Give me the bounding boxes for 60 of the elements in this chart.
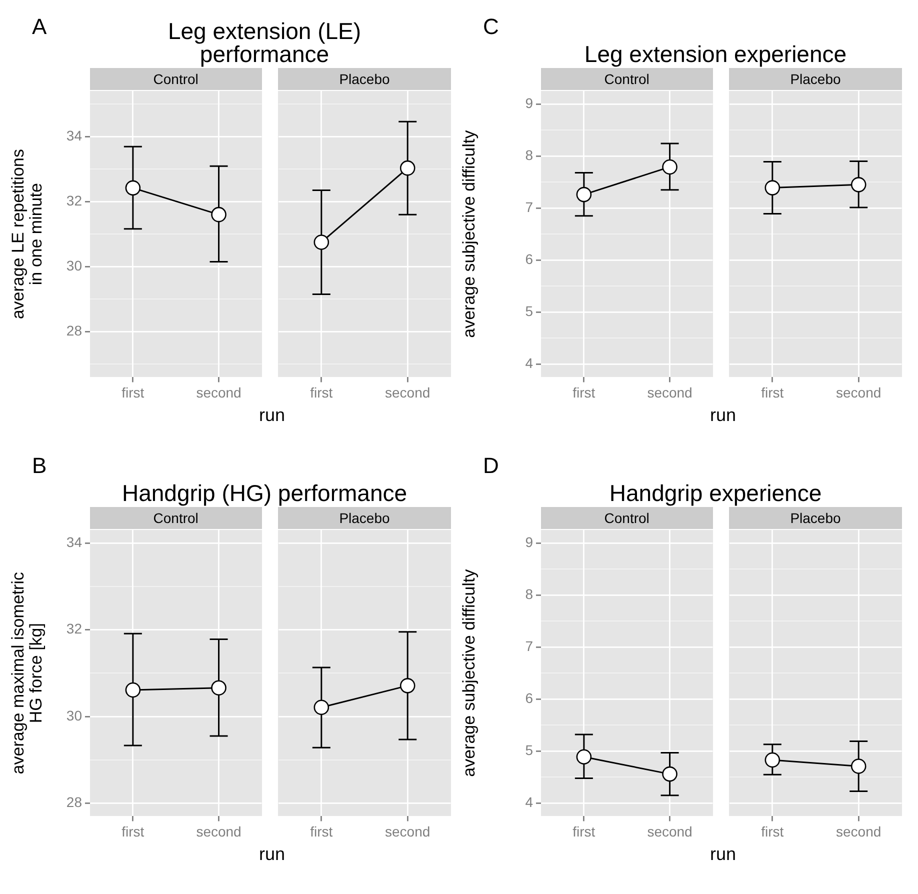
y-tick-label: 32 — [66, 620, 82, 637]
x-tick-label: second — [196, 384, 242, 400]
y-tick-label: 7 — [525, 638, 534, 654]
x-tick-label: first — [310, 384, 333, 400]
y-axis-title: average maximal isometric HG force [kg] — [8, 572, 46, 774]
y-tick-label: 28 — [66, 322, 82, 339]
y-tick-label: 6 — [525, 690, 534, 706]
chart-subtitle: Placebo — [278, 68, 451, 90]
y-tick-label: 30 — [66, 257, 82, 274]
y-tick-label: 6 — [525, 250, 534, 267]
y-tick-label: 32 — [66, 192, 82, 208]
chart-subtitle: Placebo — [729, 68, 902, 90]
x-axis-title: run — [708, 844, 737, 865]
y-tick-label: 4 — [525, 794, 534, 810]
chart-subtitle: Control — [541, 68, 713, 90]
x-tick-label: first — [310, 823, 333, 840]
x-tick-label: first — [122, 384, 144, 400]
x-axis-title: run — [708, 405, 737, 426]
x-tick-label: second — [196, 823, 242, 840]
y-tick-label: 30 — [66, 707, 82, 724]
y-tick-label: 7 — [525, 198, 534, 215]
y-tick-label: 34 — [66, 534, 82, 550]
x-tick-label: second — [836, 384, 882, 400]
x-axis-title: run — [258, 844, 286, 865]
chart-title: Leg extension experience — [583, 40, 848, 68]
y-tick-label: 34 — [66, 127, 82, 144]
x-tick-label: second — [647, 823, 692, 840]
chart-subtitle: Placebo — [278, 507, 451, 529]
x-tick-label: first — [122, 823, 144, 840]
y-tick-label: 28 — [66, 794, 82, 810]
y-tick-label: 9 — [525, 94, 534, 111]
y-tick-label: 8 — [525, 586, 534, 602]
text: B — [32, 453, 47, 479]
text: C — [483, 14, 499, 40]
chart-subtitle: Control — [90, 507, 262, 529]
chart-subtitle: Control — [90, 68, 262, 90]
y-tick-label: 9 — [525, 534, 534, 550]
chart-subtitle: Placebo — [729, 507, 902, 529]
x-tick-label: second — [385, 384, 430, 400]
y-tick-label: 8 — [525, 146, 534, 163]
x-tick-label: first — [572, 384, 596, 400]
x-tick-label: second — [385, 823, 430, 840]
text: A — [32, 14, 47, 40]
chart-title: Leg extension (LE) performance — [166, 17, 362, 68]
chart-subtitle: Control — [541, 507, 713, 529]
x-tick-label: first — [761, 823, 784, 840]
y-tick-label: 4 — [525, 355, 534, 372]
chart-title: Handgrip experience — [608, 479, 823, 507]
x-tick-label: first — [761, 384, 784, 400]
y-tick-label: 5 — [525, 303, 534, 320]
y-tick-label: 5 — [525, 742, 534, 758]
y-axis-title: average LE repetitions in one minute — [8, 149, 46, 320]
y-axis-title: average subjective difficulty — [460, 130, 479, 338]
x-tick-label: second — [647, 384, 692, 400]
x-tick-label: first — [572, 823, 596, 840]
y-axis-title: average subjective difficulty — [460, 568, 479, 777]
text: D — [483, 453, 499, 479]
x-axis-title: run — [258, 405, 286, 426]
chart-title: Handgrip (HG) performance — [120, 479, 408, 507]
x-tick-label: second — [836, 823, 882, 840]
